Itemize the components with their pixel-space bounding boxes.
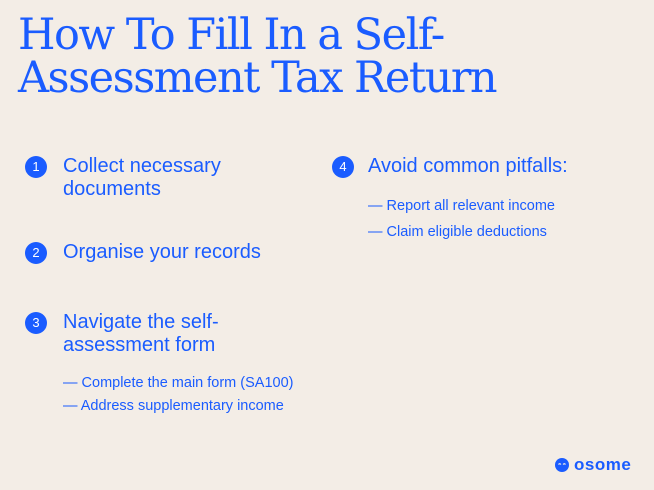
step-sublist: — Report all relevant income — Claim elig… [368,198,555,240]
step-number-badge: 4 [332,156,354,178]
smiley-face-icon [555,458,569,472]
brand-logo: osome [555,455,631,475]
step-label: Navigate the self-assessment form [63,311,219,356]
step-label: Collect necessary documents [63,155,221,200]
step-label: Avoid common pitfalls: [368,155,568,177]
step-label: Organise your records [63,241,261,263]
step-number-badge: 1 [25,156,47,178]
page-title: How To Fill In a Self- Assessment Tax Re… [18,10,498,103]
step-number-badge: 3 [25,312,47,334]
step-number-badge: 2 [25,242,47,264]
step-sublist: — Complete the main form (SA100) — Addres… [63,375,294,414]
